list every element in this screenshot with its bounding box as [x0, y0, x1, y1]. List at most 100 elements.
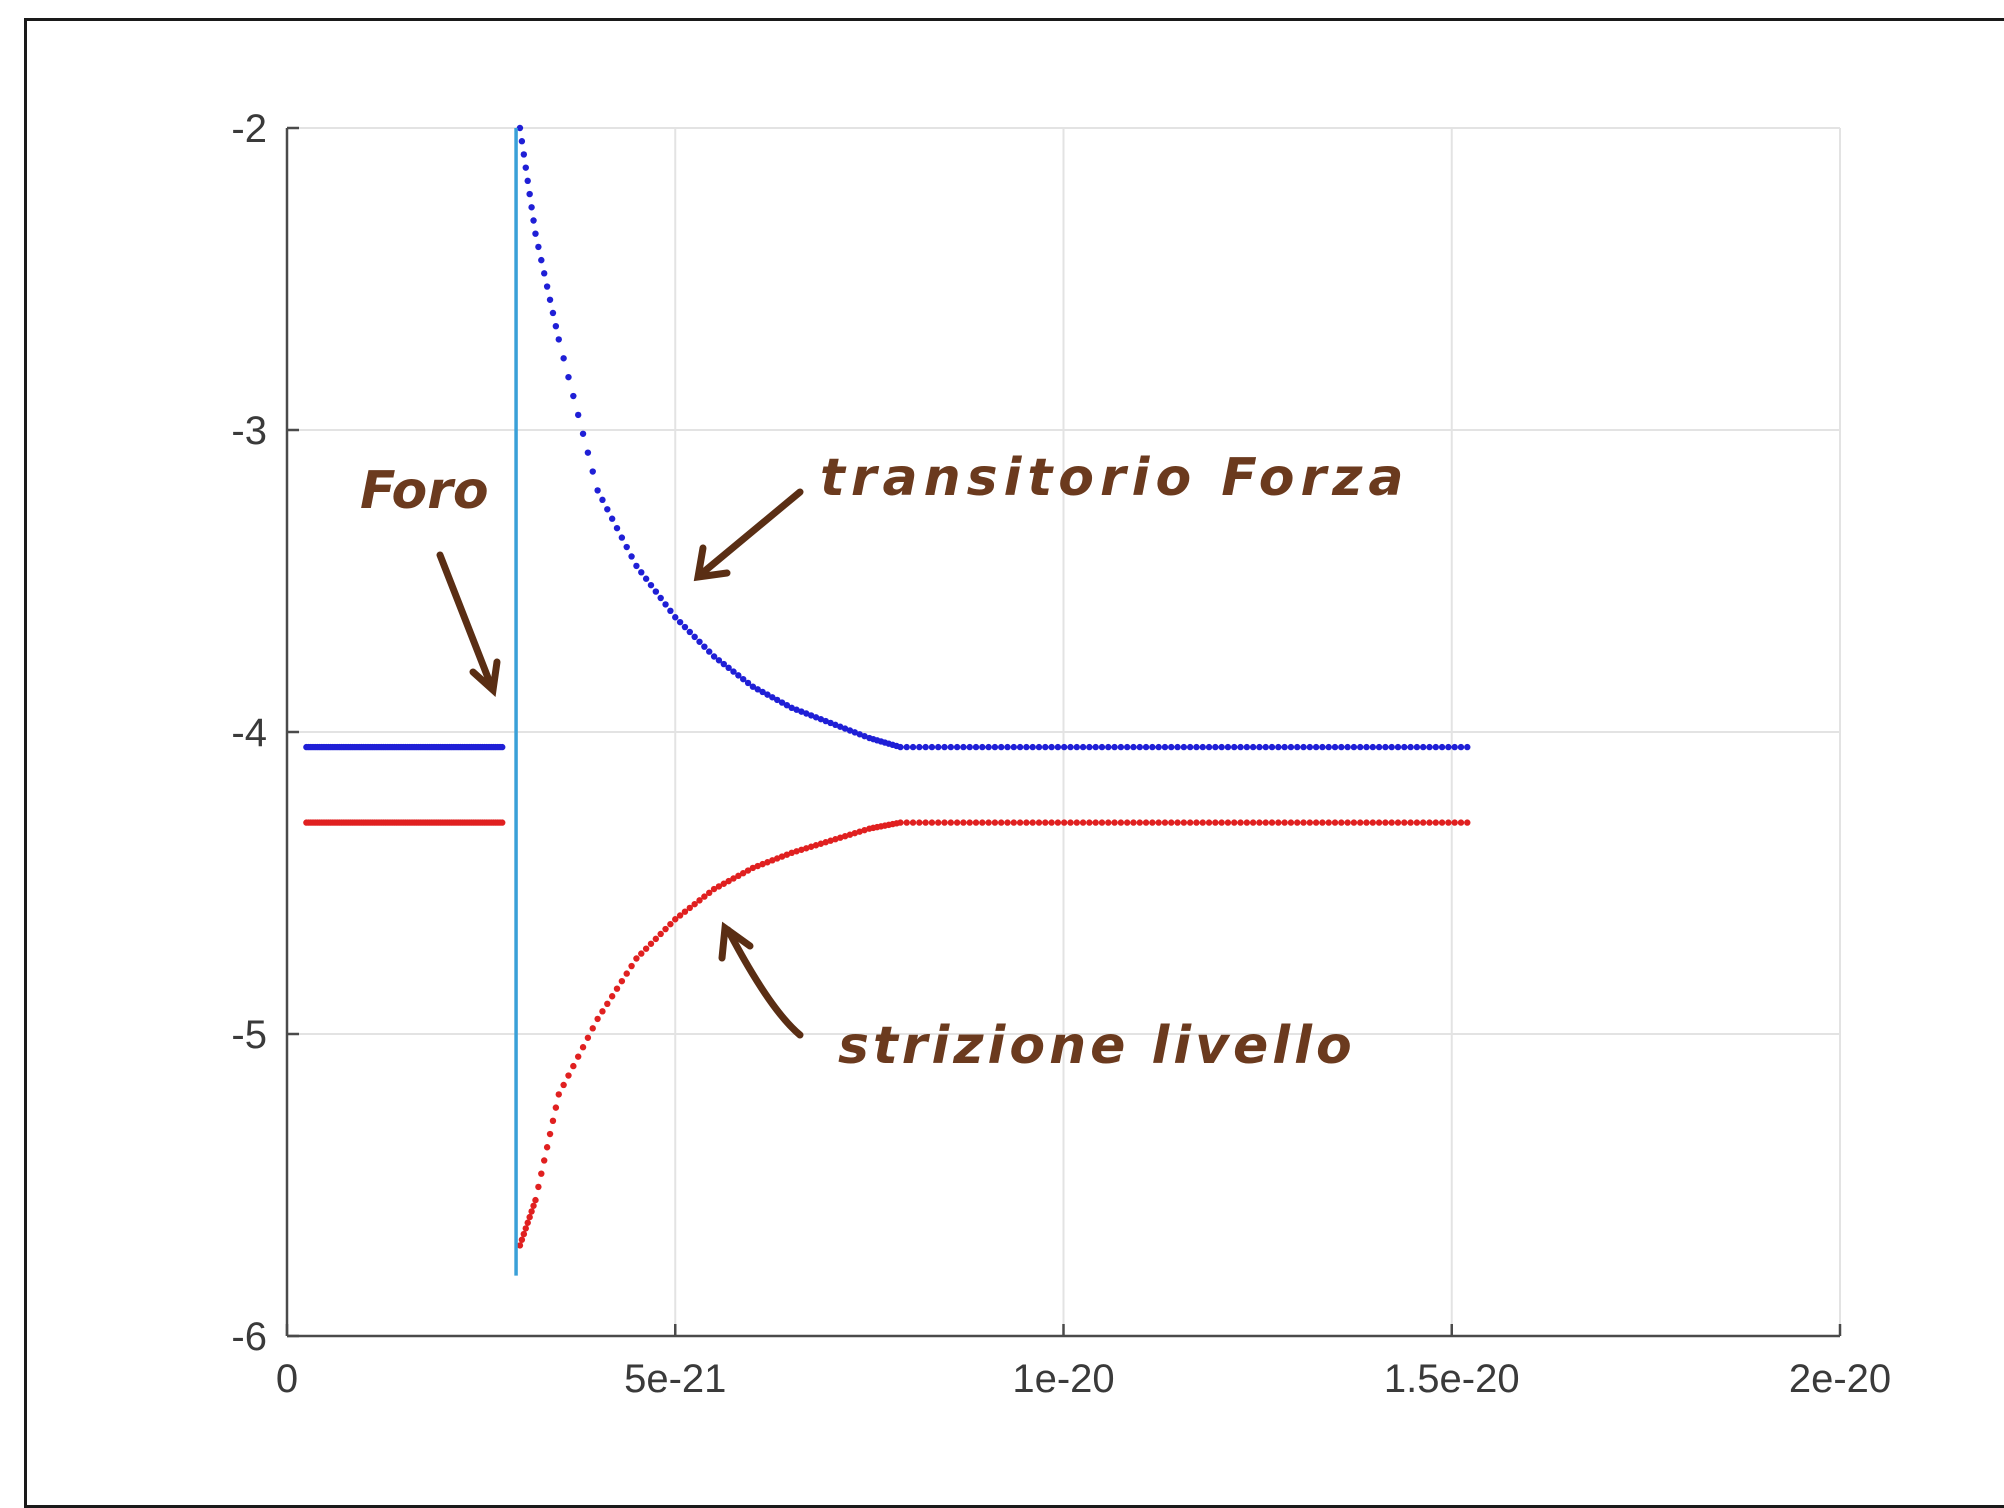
- series-1-point-101: [541, 1157, 548, 1164]
- series-1-point-154: [788, 849, 795, 856]
- series-1-point-102: [543, 1144, 551, 1151]
- series-0-point-218: [1149, 743, 1156, 751]
- series-1-point-260: [1413, 819, 1421, 826]
- series-0-point-160: [817, 715, 825, 723]
- series-1-point-146: [749, 864, 757, 872]
- series-1-point-100: [538, 1170, 545, 1177]
- series-0-point-133: [686, 628, 694, 636]
- series-1-point-138: [710, 885, 718, 893]
- series-1-point-243: [1306, 819, 1314, 826]
- series-1-point-214: [1123, 819, 1131, 826]
- series-0-point-181: [916, 743, 923, 751]
- series-0-point-154: [788, 704, 795, 712]
- series-0-point-134: [691, 633, 698, 641]
- series-1-point-133: [686, 904, 694, 912]
- series-1-point-187: [953, 819, 961, 826]
- series-1-point-137: [706, 889, 713, 897]
- series-1-point-136: [701, 893, 708, 900]
- x-tick-label-2: 1e-20: [1012, 1357, 1114, 1401]
- series-1-point-139: [715, 883, 723, 890]
- series-0-point-243: [1306, 743, 1314, 751]
- series-1-point-151: [773, 855, 781, 862]
- series-0-point-159: [812, 714, 820, 721]
- series-0-point-195: [1004, 743, 1011, 751]
- series-0-point-152: [778, 699, 786, 706]
- series-0-point-104: [549, 309, 557, 317]
- series-1-point-227: [1205, 819, 1213, 826]
- series-1-point-119: [618, 977, 626, 985]
- series-1-point-111: [579, 1044, 587, 1051]
- series-0-point-220: [1161, 743, 1169, 751]
- series-0-point-264: [1438, 743, 1446, 751]
- series-0-point-116: [604, 506, 611, 513]
- series-0-point-230: [1224, 743, 1232, 751]
- series-0-point-153: [783, 701, 791, 709]
- series-0-point-146: [749, 683, 757, 690]
- series-1-point-252: [1363, 819, 1370, 826]
- series-1-point-218: [1149, 819, 1156, 826]
- series-0-point-263: [1432, 743, 1439, 751]
- x-tick-label-3: 1.5e-20: [1384, 1357, 1520, 1401]
- series-1-point-248: [1338, 819, 1345, 826]
- series-1-point-161: [822, 839, 829, 846]
- series-0-point-103: [546, 296, 554, 303]
- series-1-point-108: [565, 1072, 572, 1079]
- series-0-point-143: [735, 672, 742, 679]
- series-0-point-109: [570, 392, 577, 400]
- series-0-point-217: [1142, 743, 1150, 751]
- y-tick-label-4: -6: [231, 1315, 267, 1359]
- series-0-point-90: [516, 124, 524, 132]
- series-0-point-219: [1155, 743, 1162, 751]
- series-0-point-216: [1136, 743, 1143, 751]
- series-0-point-158: [807, 712, 815, 719]
- series-0-point-100: [538, 256, 545, 264]
- annotation-foro: Foro: [360, 461, 489, 521]
- series-0-point-226: [1199, 743, 1206, 751]
- series-0-point-246: [1325, 743, 1332, 751]
- series-0-point-251: [1357, 743, 1364, 751]
- series-0-point-180: [909, 743, 917, 751]
- series-0-point-122: [633, 562, 640, 570]
- series-1-point-250: [1350, 819, 1358, 826]
- series-0-point-190: [972, 743, 980, 751]
- series-1-point-205: [1067, 819, 1074, 826]
- series-0-point-163: [832, 721, 839, 729]
- series-1-point-267: [1457, 819, 1465, 826]
- y-tick-label-2: -4: [231, 711, 267, 755]
- series-0-point-242: [1300, 743, 1307, 751]
- series-1-point-209: [1092, 819, 1099, 826]
- series-1-point-257: [1394, 819, 1402, 826]
- series-1-point-202: [1048, 819, 1055, 826]
- series-1-point-222: [1174, 819, 1181, 826]
- series-1-point-198: [1023, 819, 1030, 826]
- series-1-point-264: [1438, 819, 1446, 826]
- series-0-point-89: [499, 743, 506, 751]
- series-1-point-118: [613, 985, 621, 992]
- series-0-point-101: [541, 270, 548, 277]
- series-1-point-249: [1344, 819, 1351, 826]
- series-0-point-192: [985, 743, 992, 751]
- series-1-point-91: [518, 1236, 526, 1243]
- series-1-point-126: [652, 935, 660, 943]
- series-0-point-155: [793, 706, 800, 713]
- series-0-point-249: [1344, 743, 1351, 751]
- series-0-point-198: [1023, 743, 1030, 751]
- series-0-point-259: [1407, 743, 1414, 751]
- series-1-point-181: [916, 819, 923, 826]
- series-1-point-114: [594, 1015, 601, 1023]
- series-1-point-122: [633, 955, 640, 962]
- series-0-point-227: [1205, 743, 1213, 751]
- series-1-point-97: [530, 1202, 537, 1209]
- series-0-point-215: [1130, 743, 1137, 751]
- series-0-point-129: [667, 607, 674, 615]
- series-1-point-140: [720, 880, 727, 887]
- series-1-point-179: [903, 819, 910, 826]
- series-0-point-91: [518, 138, 526, 145]
- series-0-point-232: [1237, 743, 1244, 751]
- series-1-point-169: [861, 826, 868, 834]
- series-0-point-92: [520, 151, 528, 158]
- series-1-point-152: [778, 853, 786, 860]
- series-1-point-105: [552, 1104, 560, 1111]
- series-1-point-266: [1451, 819, 1458, 826]
